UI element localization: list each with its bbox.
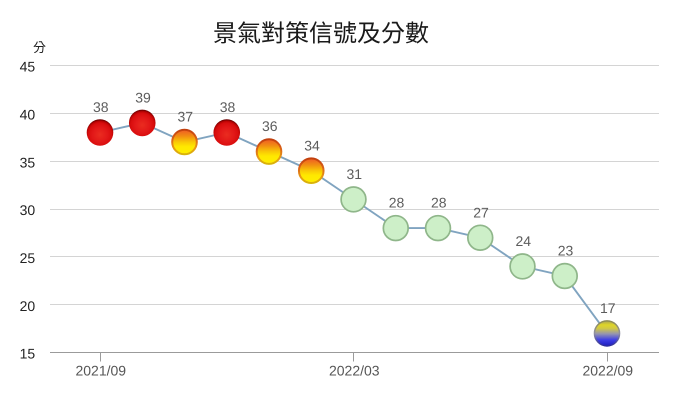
svg-text:25: 25 xyxy=(20,250,36,266)
svg-text:37: 37 xyxy=(178,109,194,125)
svg-text:2021/09: 2021/09 xyxy=(75,362,126,378)
svg-text:36: 36 xyxy=(262,118,278,134)
svg-text:40: 40 xyxy=(20,107,36,123)
svg-text:45: 45 xyxy=(20,59,36,75)
svg-text:24: 24 xyxy=(516,233,532,249)
svg-text:35: 35 xyxy=(20,154,36,170)
svg-text:17: 17 xyxy=(600,300,616,316)
svg-text:2022/03: 2022/03 xyxy=(329,362,380,378)
svg-text:15: 15 xyxy=(20,346,36,362)
svg-text:38: 38 xyxy=(93,99,109,115)
svg-text:34: 34 xyxy=(304,137,320,153)
svg-text:28: 28 xyxy=(431,195,447,211)
svg-text:39: 39 xyxy=(135,90,151,106)
svg-text:28: 28 xyxy=(389,195,405,211)
svg-text:20: 20 xyxy=(20,298,36,314)
svg-text:23: 23 xyxy=(558,243,574,259)
svg-text:27: 27 xyxy=(473,204,489,220)
svg-text:30: 30 xyxy=(20,202,36,218)
svg-text:38: 38 xyxy=(220,99,236,115)
svg-text:31: 31 xyxy=(347,166,363,182)
svg-text:2022/09: 2022/09 xyxy=(582,362,633,378)
